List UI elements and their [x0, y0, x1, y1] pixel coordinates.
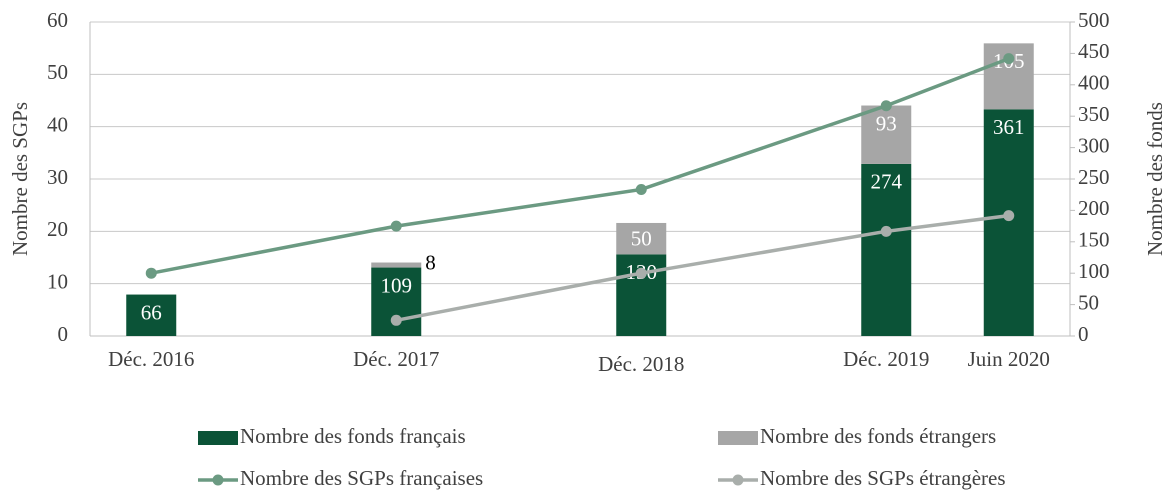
- y-tick-label: 30: [47, 165, 68, 189]
- line-marker: [635, 183, 647, 195]
- bar-segment: [126, 294, 177, 336]
- line: [395, 213, 1009, 323]
- x-tick-label: Déc. 2017: [353, 347, 439, 371]
- y2-tick-label: 450: [1078, 39, 1110, 63]
- bar-segment: [861, 163, 912, 336]
- y2-tick-label: 350: [1078, 102, 1110, 126]
- data-label: 66: [141, 300, 162, 324]
- line-marker: [1003, 53, 1015, 65]
- x-tick-label: Déc. 2019: [843, 347, 929, 371]
- data-label: 274: [871, 170, 903, 194]
- x-tick-label: Déc. 2016: [108, 347, 194, 371]
- legend-label: Nombre des fonds étrangers: [760, 424, 996, 448]
- line-marker: [635, 267, 647, 279]
- x-tick-label: Juin 2020: [968, 347, 1050, 371]
- bar-segment: [861, 105, 912, 164]
- y2-axis-label: Nombre des fonds: [1143, 102, 1167, 256]
- y2-tick-label: 500: [1078, 8, 1110, 32]
- y2-tick-label: 200: [1078, 196, 1110, 220]
- legend-swatch: [718, 431, 758, 445]
- y2-tick-label: 0: [1078, 322, 1089, 346]
- y-tick-label: 60: [47, 8, 68, 32]
- data-label: 93: [876, 111, 897, 135]
- y2-tick-label: 300: [1078, 133, 1110, 157]
- y2-tick-label: 250: [1078, 165, 1110, 189]
- line-marker: [880, 100, 892, 112]
- data-label: 50: [631, 226, 652, 250]
- bar-segment: [616, 222, 667, 255]
- legend-label: Nombre des SGPs étrangères: [760, 466, 1006, 490]
- bar-segment: [983, 109, 1034, 337]
- legend-label: Nombre des SGPs françaises: [240, 466, 483, 490]
- line-marker: [145, 267, 157, 279]
- legend-swatch: [198, 431, 238, 445]
- legend-label: Nombre des fonds français: [240, 424, 466, 448]
- line-marker: [880, 225, 892, 237]
- data-label: 361: [993, 115, 1025, 139]
- y-tick-label: 10: [47, 269, 68, 293]
- line-marker: [390, 314, 402, 326]
- y2-tick-label: 150: [1078, 228, 1110, 252]
- legend-marker: [212, 474, 224, 486]
- x-tick-label: Déc. 2018: [598, 352, 684, 376]
- y-tick-label: 50: [47, 60, 68, 84]
- data-label: 109: [381, 273, 413, 297]
- y-tick-label: 20: [47, 217, 68, 241]
- y2-tick-label: 100: [1078, 259, 1110, 283]
- y2-tick-label: 50: [1078, 290, 1099, 314]
- y2-tick-label: 400: [1078, 71, 1110, 95]
- line-marker: [1003, 210, 1015, 222]
- legend-marker: [732, 474, 744, 486]
- bar-segment: [371, 262, 422, 268]
- y-tick-label: 0: [58, 322, 69, 346]
- y-axis-label: Nombre des SGPs: [8, 102, 32, 256]
- line-marker: [390, 220, 402, 232]
- y-tick-label: 40: [47, 112, 68, 136]
- data-label: 8: [425, 250, 436, 274]
